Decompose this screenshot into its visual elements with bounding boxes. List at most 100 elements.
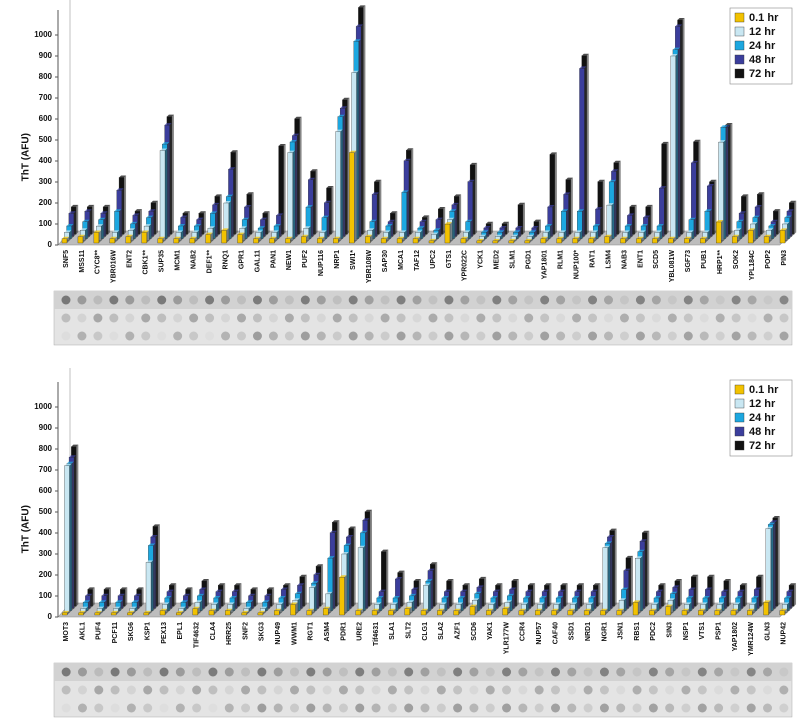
bar-top (146, 215, 154, 218)
bar-side (196, 230, 199, 241)
x-tick-label: GPR1 (238, 250, 245, 269)
bar-side (157, 524, 160, 607)
bar-top (335, 129, 343, 132)
blot-spot (697, 667, 707, 677)
bar-side (338, 236, 341, 243)
blot-spot (518, 703, 528, 713)
bar-side (610, 541, 613, 611)
blot-spot (779, 331, 789, 341)
bar-side (295, 602, 298, 615)
bar-side (481, 585, 484, 609)
bar-top (157, 236, 165, 239)
bar (241, 610, 249, 616)
bar-side (582, 209, 585, 239)
bar-side (424, 219, 427, 237)
bar-top (574, 589, 582, 592)
bar (162, 602, 170, 613)
bar-top (269, 236, 277, 239)
bar-side (263, 226, 266, 239)
bar-top (755, 205, 763, 207)
bar-top (716, 602, 724, 605)
bar-top (84, 209, 92, 212)
bar-side (267, 600, 270, 611)
bar (567, 608, 575, 616)
bar-side (659, 230, 662, 241)
x-tick-label: YBR108W (366, 250, 373, 283)
bar (399, 230, 407, 241)
bar-top (606, 203, 614, 206)
bar-face (551, 610, 557, 616)
bar (225, 608, 233, 616)
blot-spot (746, 703, 756, 713)
blot-spot (126, 685, 136, 695)
bar-side (335, 530, 338, 609)
bar-top (326, 186, 334, 188)
blot-spot (681, 703, 691, 713)
bar-top (709, 179, 717, 182)
bar-top (136, 587, 144, 590)
bar (444, 222, 452, 244)
bar-side (148, 610, 151, 615)
x-tick-label: URE2 (357, 622, 364, 641)
bar (176, 610, 184, 616)
bar-side (768, 600, 771, 615)
bar-side (775, 520, 778, 609)
bar-face (714, 610, 720, 616)
bar-top (292, 133, 300, 136)
bar-side (201, 217, 204, 237)
bar-top (684, 236, 692, 239)
blot-spot (763, 295, 773, 305)
bar-side (769, 234, 772, 243)
bar (380, 236, 389, 244)
bar-face (159, 610, 166, 616)
blot-spot (221, 295, 231, 305)
bar-top (444, 222, 452, 225)
bar-face (524, 240, 530, 244)
bar-side (304, 574, 307, 607)
bar (109, 236, 117, 244)
blot-spot (175, 685, 185, 695)
blot-spot (412, 313, 422, 323)
bar-side (178, 236, 181, 243)
bar-face (110, 612, 117, 616)
bar (127, 610, 135, 616)
blot-spot (93, 313, 103, 323)
bar-top (586, 602, 594, 605)
x-tick-label: NUP116 (318, 250, 325, 276)
bar-top (388, 608, 396, 611)
blot-spot (268, 313, 278, 323)
bar-side (251, 600, 254, 611)
bar-side (563, 230, 566, 241)
bar-face (173, 238, 179, 244)
bar-side (310, 205, 313, 239)
bar-face (285, 238, 291, 244)
blot-spot (444, 331, 454, 341)
bar (492, 238, 500, 244)
bar-top (134, 593, 142, 596)
blot-spot (508, 331, 518, 341)
bar (486, 608, 494, 616)
bar-top (78, 610, 86, 613)
bar-top (481, 230, 489, 233)
bar-top (390, 602, 398, 605)
bar-face (730, 610, 737, 616)
blot-spot (683, 331, 693, 341)
bar-side (118, 606, 121, 613)
blot-spot (109, 295, 119, 305)
bar-top (85, 593, 93, 596)
bar-side (299, 116, 302, 235)
bar-side (787, 602, 790, 613)
bar (388, 608, 396, 616)
bar (684, 602, 692, 613)
bar (191, 230, 199, 241)
x-tick-label: CLA4 (210, 622, 217, 640)
bar (96, 606, 105, 613)
blot-spot (583, 685, 593, 695)
bar (547, 205, 555, 237)
blot-spot (61, 295, 71, 305)
bar-top (150, 200, 158, 203)
bar-top (397, 236, 405, 239)
bar-side (414, 593, 417, 611)
bar-side (486, 230, 489, 239)
bar-side (329, 200, 332, 237)
